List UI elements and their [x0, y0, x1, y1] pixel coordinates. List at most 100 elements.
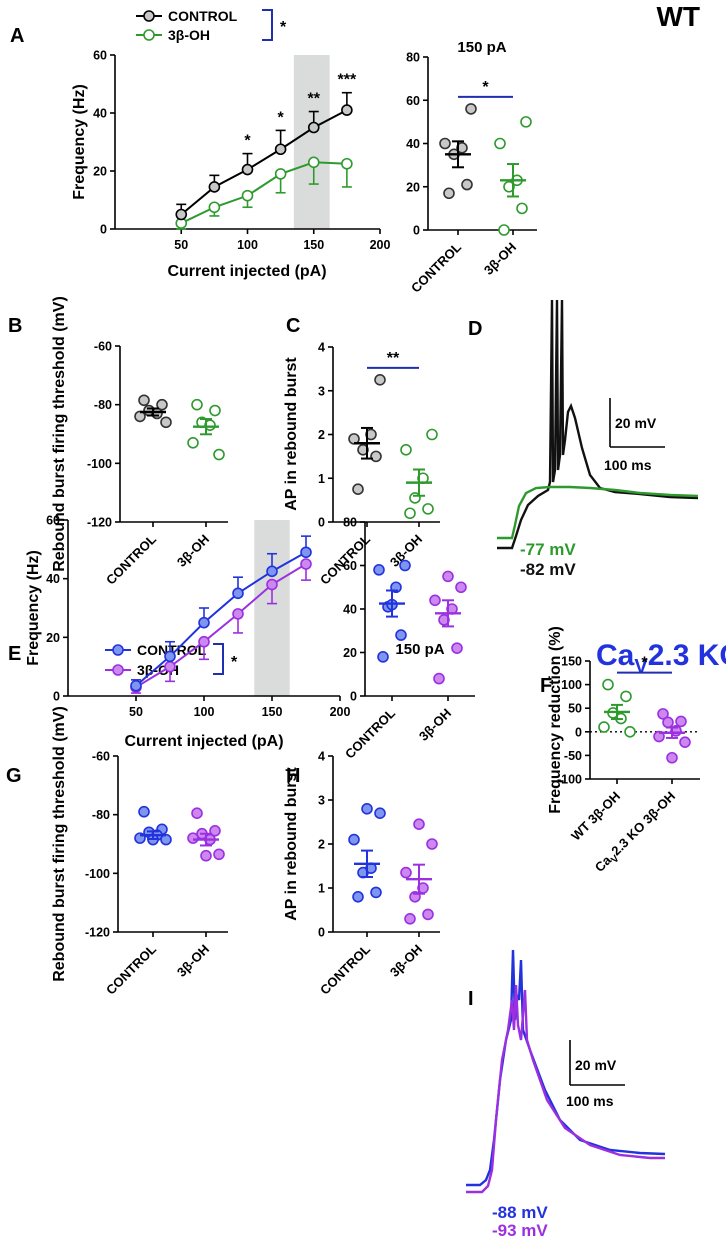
- b-group-1-point: [138, 394, 150, 407]
- a2-category-label: 3β-OH: [481, 240, 519, 278]
- f-group-1-point: [598, 721, 610, 733]
- trace-d-control-voltage: -82 mV: [520, 560, 576, 579]
- a-sig-marker: *: [278, 109, 285, 126]
- a-series-control-point: [307, 121, 320, 134]
- h-group-1-point: [370, 886, 382, 899]
- a-y-tick-label: 40: [93, 107, 107, 121]
- panel-i: I 20 mV 100 ms -88 mV -93 mV: [466, 949, 666, 1240]
- a-series-control-point: [175, 208, 188, 221]
- e2-y-tick-label: 0: [350, 690, 357, 704]
- g-group-2-point: [209, 824, 221, 837]
- panel-c-label: C: [286, 315, 300, 337]
- g-group-2-point: [187, 832, 199, 844]
- c-group-1-point: [370, 450, 382, 463]
- a-series-control-point: [274, 143, 287, 156]
- e2-group-2-point: [429, 594, 441, 607]
- b-group-2-point: [213, 448, 225, 461]
- e-y-axis-label: Frequency (Hz): [25, 550, 42, 666]
- h-category-label: CONTROL: [317, 941, 373, 997]
- scalebar-i-voltage: 20 mV: [575, 1057, 617, 1073]
- e-series-control-point: [232, 587, 244, 600]
- panel-d: D 20 mV 100 ms -77 mV -82 mV: [468, 299, 699, 579]
- a-x-axis-label: Current injected (pA): [167, 263, 326, 280]
- e2-group-1-point: [399, 559, 411, 572]
- e2-group-2-point: [451, 642, 463, 654]
- h-y-tick-label: 1: [318, 882, 325, 896]
- c-group-1-point: [352, 483, 364, 495]
- c-y-tick-label: 3: [318, 384, 325, 398]
- c-sig-marker: **: [387, 350, 400, 367]
- panel-f-label: F: [540, 675, 552, 697]
- trace-i-treat: [466, 984, 665, 1194]
- f-group-2-point: [679, 736, 691, 748]
- trace-d-treat-voltage: -77 mV: [520, 540, 576, 559]
- a2-group-2-point: [520, 116, 532, 128]
- scalebar-d-time: 100 ms: [604, 457, 652, 473]
- f-y-tick-label: 150: [561, 655, 582, 669]
- a-y-axis-label: Frequency (Hz): [71, 84, 88, 200]
- e-x-tick-label: 200: [330, 705, 351, 719]
- chart-a2: 150 pA 0 20 40 60 80 CONTROL 3β-OH *: [406, 39, 537, 296]
- h-y-tick-label: 4: [318, 750, 325, 764]
- e-series-control-point: [130, 679, 142, 692]
- b-y-tick-label: -120: [87, 516, 112, 530]
- g-group-2-point: [213, 848, 225, 861]
- a2-y-tick-label: 40: [406, 137, 420, 151]
- a-x-tick-label: 200: [370, 238, 391, 252]
- a-sig-marker: **: [308, 91, 321, 108]
- a2-sig-marker: *: [482, 79, 489, 96]
- a-x-tick-label: 50: [174, 238, 188, 252]
- f-category-label: WT 3β-OH: [568, 789, 623, 844]
- a2-group-1-point: [465, 103, 477, 115]
- a-series-control-point: [241, 163, 254, 176]
- e2-group-1-point: [395, 629, 407, 641]
- g-y-tick-label: -80: [92, 808, 110, 822]
- panel-g-label: G: [6, 765, 22, 787]
- panel-i-label: I: [468, 988, 474, 1010]
- e2-group-2-point: [442, 570, 454, 583]
- scalebar-d-voltage: 20 mV: [615, 415, 657, 431]
- legend-ko-bracket: [213, 643, 224, 675]
- g-category-label: CONTROL: [103, 941, 159, 997]
- e-series-control-point: [300, 546, 312, 559]
- h-group-1-point: [361, 802, 373, 815]
- a-series-treat-point: [241, 189, 254, 202]
- a2-group-2-point: [494, 137, 506, 150]
- e-y-tick-label: 60: [46, 514, 60, 528]
- legend-ko-control-label: CONTROL: [137, 642, 207, 658]
- g-y-axis-label: Rebound burst firing threshold (mV): [51, 706, 68, 982]
- f-y-tick-label: -100: [557, 773, 582, 787]
- chart-a: A 0 20 40 60 50 100 150 200 Current injected (pA)…: [10, 25, 390, 280]
- a-y-tick-label: 60: [93, 49, 107, 63]
- e-x-tick-label: 100: [194, 705, 215, 719]
- e-x-tick-label: 150: [262, 705, 283, 719]
- g-group-2-point: [200, 849, 212, 862]
- legend-wt: CONTROL 3β-OH *: [136, 8, 287, 43]
- a2-y-tick-label: 60: [406, 94, 420, 108]
- a-series-treat-point: [307, 156, 320, 169]
- f-y-tick-label: -50: [564, 749, 582, 763]
- e-y-tick-label: 20: [46, 631, 60, 645]
- e-series-treat-point: [164, 660, 176, 673]
- h-group-2-point: [404, 912, 416, 925]
- a2-group-1-point: [439, 137, 451, 150]
- f-group-2-point: [657, 708, 669, 720]
- h-y-axis-label: AP in rebound burst: [283, 767, 300, 921]
- f-y-tick-label: 0: [575, 725, 582, 739]
- f-group-2-point: [666, 751, 678, 764]
- e2-y-tick-label: 80: [343, 516, 357, 530]
- g-group-2-point: [191, 807, 203, 820]
- legend-ko-control-marker: [112, 644, 124, 656]
- a-series-control-line: [180, 109, 348, 216]
- a2-group-2-point: [516, 202, 528, 215]
- c-y-tick-label: 2: [318, 428, 325, 442]
- e2-y-tick-label: 20: [343, 646, 357, 660]
- a-sig-marker: *: [244, 133, 251, 150]
- e-series-treat-point: [266, 578, 278, 591]
- chart-e: E 0 20 40 60 50 100 150 200 Current injected (pA)…: [8, 514, 350, 751]
- a-series-treat-point: [274, 168, 287, 180]
- e2-group-1-point: [373, 564, 385, 576]
- e-x-axis-label: Current injected (pA): [124, 733, 283, 750]
- a2-category-label: CONTROL: [408, 239, 464, 295]
